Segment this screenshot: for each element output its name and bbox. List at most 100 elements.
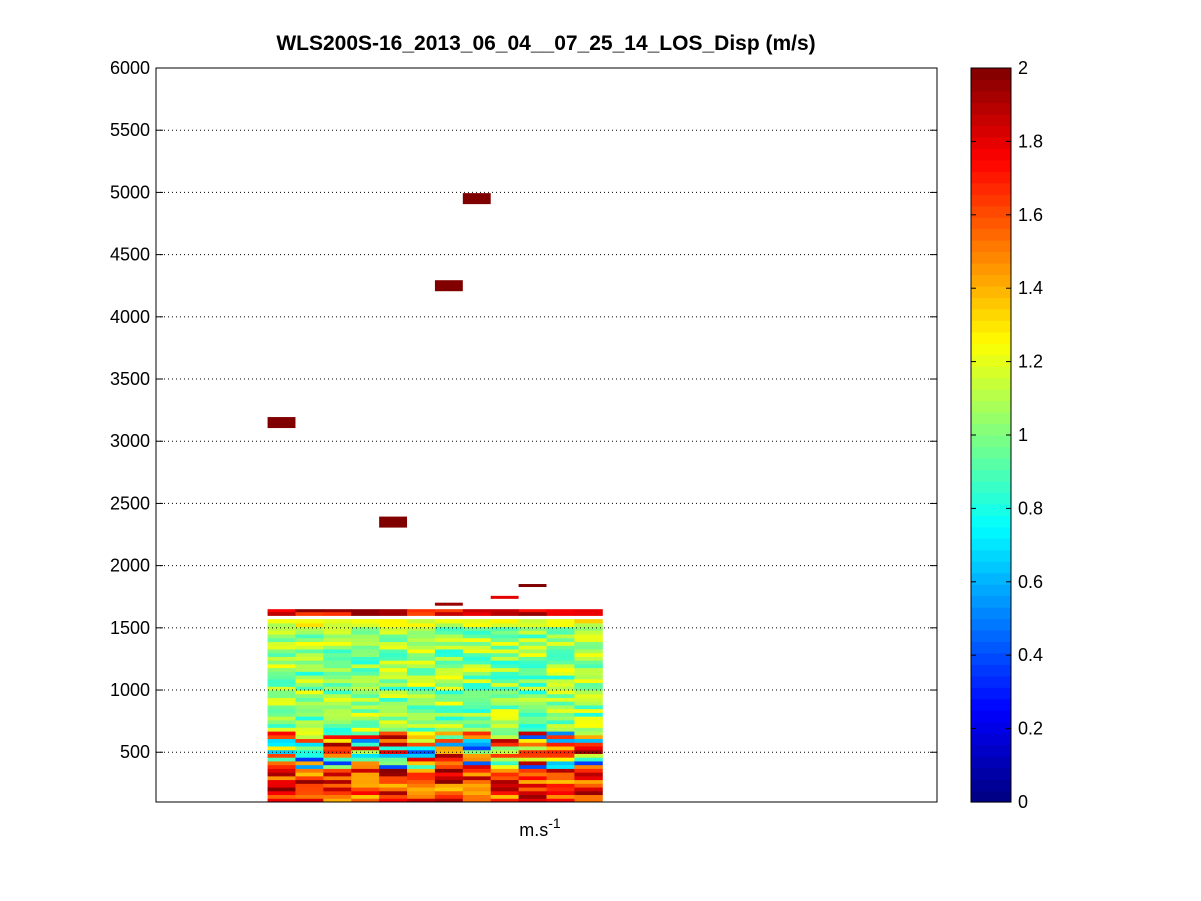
- heatmap-cell: [267, 734, 296, 740]
- y-tick-label: 500: [120, 742, 150, 762]
- heatmap-cell: [574, 716, 603, 721]
- heatmap-cell: [351, 746, 380, 751]
- heatmap-cell: [295, 663, 324, 669]
- heatmap-cell: [407, 645, 436, 650]
- heatmap-cell: [407, 738, 436, 743]
- heatmap-cell: [323, 768, 352, 773]
- heatmap-cell: [379, 753, 408, 758]
- heatmap-cell: [490, 641, 520, 646]
- heatmap-cell: [351, 686, 380, 691]
- heatmap-cell: [546, 656, 575, 661]
- heatmap-cell: [407, 622, 436, 628]
- colorbar-band: [971, 251, 1011, 264]
- heatmap-cell: [379, 652, 408, 657]
- heatmap-cell: [267, 611, 296, 616]
- heatmap-cell: [546, 675, 575, 680]
- heatmap-cell: [546, 727, 575, 732]
- heatmap-cell: [434, 619, 464, 624]
- heatmap-cell: [546, 753, 575, 758]
- heatmap-cell: [462, 686, 492, 691]
- heatmap-cell: [546, 764, 575, 769]
- heatmap-outlier: [490, 595, 519, 599]
- heatmap-cell: [351, 675, 380, 680]
- heatmap-cell: [351, 701, 380, 706]
- colorbar-band: [971, 652, 1011, 665]
- heatmap-cell: [295, 626, 324, 631]
- heatmap-cell: [574, 746, 603, 751]
- heatmap-cell: [518, 630, 547, 635]
- heatmap-cell: [379, 656, 408, 661]
- heatmap-cell: [295, 734, 324, 740]
- heatmap-cell: [518, 734, 547, 740]
- colorbar-band: [971, 480, 1011, 493]
- heatmap-cell: [462, 678, 492, 684]
- heatmap-cell: [518, 760, 547, 766]
- heatmap-cell: [323, 701, 352, 706]
- heatmap-cell: [490, 772, 520, 777]
- heatmap-cell: [323, 663, 352, 669]
- y-tick-label: 3500: [110, 369, 150, 389]
- heatmap-cell: [379, 675, 408, 680]
- colorbar-band: [971, 331, 1011, 344]
- heatmap-cell: [379, 693, 408, 698]
- heatmap-cell: [518, 746, 547, 751]
- heatmap-cell: [462, 630, 492, 635]
- heatmap-cell: [379, 648, 408, 654]
- heatmap-cell: [434, 637, 464, 643]
- heatmap-cell: [351, 731, 380, 736]
- heatmap-cell: [351, 734, 380, 740]
- y-tick-label: 2000: [110, 556, 150, 576]
- heatmap-cell: [518, 772, 547, 777]
- heatmap-cell: [518, 693, 547, 698]
- heatmap-cell: [267, 656, 296, 661]
- heatmap-cell: [546, 648, 575, 654]
- colorbar-band: [971, 641, 1011, 654]
- heatmap-cell: [518, 708, 547, 713]
- heatmap-cell: [574, 648, 603, 654]
- colorbar-band: [971, 389, 1011, 402]
- heatmap-cell: [434, 678, 464, 684]
- heatmap-cell: [546, 641, 575, 646]
- colorbar-band: [971, 457, 1011, 471]
- heatmap-cell: [518, 727, 547, 732]
- colorbar-band: [971, 148, 1011, 161]
- heatmap-cell: [323, 704, 352, 710]
- heatmap-cell: [379, 678, 408, 684]
- heatmap-cell: [490, 693, 520, 698]
- heatmap-cell: [546, 630, 575, 635]
- heatmap-cell: [490, 734, 520, 740]
- heatmap-cell: [351, 716, 380, 721]
- heatmap-cell: [518, 757, 547, 762]
- colorbar-band: [971, 320, 1011, 333]
- heatmap-cell: [546, 611, 575, 616]
- heatmap-cell: [323, 764, 352, 769]
- heatmap-cell: [267, 660, 296, 665]
- heatmap-cell: [267, 783, 296, 788]
- heatmap-cell: [295, 622, 324, 628]
- heatmap-cell: [546, 686, 575, 691]
- heatmap-cell: [407, 648, 436, 654]
- heatmap-cell: [407, 678, 436, 684]
- heatmap-cell: [546, 775, 575, 781]
- heatmap-cell: [574, 753, 603, 758]
- heatmap-cell: [295, 746, 324, 751]
- heatmap-cell: [574, 656, 603, 661]
- heatmap-cell: [267, 779, 296, 784]
- heatmap-cell: [407, 682, 436, 687]
- heatmap-cell: [490, 667, 520, 672]
- heatmap-cell: [546, 787, 575, 792]
- heatmap-cell: [267, 648, 296, 654]
- heatmap-cell: [295, 660, 324, 665]
- heatmap-cell: [490, 682, 520, 687]
- heatmap-cell: [351, 690, 380, 695]
- colorbar-band: [971, 113, 1011, 126]
- heatmap-cell: [574, 701, 603, 706]
- heatmap-cell: [295, 738, 324, 743]
- heatmap-cell: [490, 753, 520, 758]
- heatmap-cell: [462, 790, 492, 796]
- heatmap-cells: [267, 609, 603, 803]
- heatmap-cell: [295, 611, 324, 616]
- heatmap-outliers: [267, 193, 547, 606]
- heatmap-cell: [379, 798, 408, 803]
